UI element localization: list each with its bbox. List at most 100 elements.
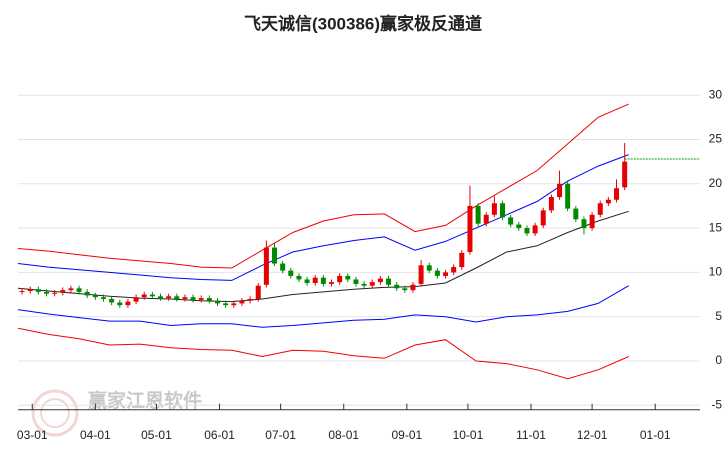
y-tick-label: -5: [711, 397, 722, 411]
x-tick-label: 04-01: [80, 428, 111, 442]
x-tick-label: 05-01: [141, 428, 172, 442]
candle-body: [35, 289, 41, 292]
candle-body: [27, 289, 33, 291]
candle-body: [149, 294, 155, 297]
candle-body: [475, 205, 481, 224]
candle-body: [60, 290, 66, 293]
candle-body: [182, 297, 188, 299]
candle-body: [206, 298, 212, 301]
candle-body: [263, 247, 269, 285]
y-tick-label: 20: [709, 176, 723, 190]
candle-body: [622, 161, 628, 188]
candle-body: [190, 297, 196, 300]
candle-body: [288, 270, 294, 276]
chart-title: 飞天诚信(300386)赢家极反通道: [244, 13, 482, 33]
candle-body: [198, 298, 204, 300]
x-tick-label: 09-01: [391, 428, 422, 442]
x-tick-label: 01-01: [640, 428, 671, 442]
candle-body: [117, 302, 123, 306]
y-tick-label: 0: [715, 353, 722, 367]
candle-body: [76, 288, 82, 292]
candle-body: [516, 224, 522, 229]
band-line: [17, 327, 629, 380]
candle-body: [304, 279, 310, 284]
candle-body: [84, 291, 90, 296]
candle-body: [377, 278, 383, 283]
watermark: 赢家江恩软件: [88, 389, 202, 412]
candle-body: [255, 285, 261, 299]
y-tick-label: 30: [709, 87, 723, 101]
candle-body: [345, 275, 351, 280]
candle-body: [44, 291, 50, 294]
candle-body: [459, 252, 465, 268]
y-tick-label: 5: [715, 309, 722, 323]
y-tick-label: 25: [709, 132, 723, 146]
candle-body: [402, 288, 408, 291]
candle-body: [312, 277, 318, 284]
candle-body: [581, 219, 587, 229]
x-tick-label: 03-01: [17, 428, 48, 442]
candle-body: [239, 300, 245, 304]
candle-body: [548, 197, 554, 211]
candle-body: [508, 217, 514, 225]
candle-body: [109, 298, 115, 303]
y-tick-label: 15: [709, 220, 723, 234]
candle-body: [337, 275, 343, 283]
candle-body: [215, 300, 221, 304]
candle-body: [540, 210, 546, 226]
candle-body: [589, 214, 595, 229]
candle-body: [386, 278, 392, 285]
x-tick-label: 08-01: [328, 428, 359, 442]
candle-body: [451, 267, 457, 273]
candle-body: [68, 288, 74, 291]
candle-body: [320, 277, 326, 284]
candle-body: [573, 208, 579, 220]
candle-body: [418, 265, 424, 284]
candle-body: [557, 183, 563, 198]
candle-body: [394, 284, 400, 289]
candle-body: [524, 228, 530, 234]
candle-body: [597, 203, 603, 215]
candle-body: [231, 303, 237, 306]
band-line: [17, 210, 629, 303]
candle-body: [133, 297, 139, 302]
candle-body: [296, 275, 302, 280]
band-line: [17, 285, 629, 328]
candle-body: [565, 183, 571, 209]
candle-body: [369, 282, 375, 286]
candle-body: [280, 263, 286, 271]
candle-body: [434, 270, 440, 276]
candle-body: [467, 205, 473, 253]
candle-body: [353, 279, 359, 284]
candle-body: [491, 203, 497, 215]
candle-body: [500, 203, 506, 218]
candle-body: [614, 188, 620, 200]
candle-body: [443, 272, 449, 276]
candle-body: [426, 265, 432, 271]
candle-body: [101, 297, 107, 299]
candle-body: [141, 294, 147, 298]
candle-body: [223, 303, 229, 306]
band-line: [17, 103, 629, 269]
candle-body: [605, 199, 611, 204]
x-tick-label: 07-01: [265, 428, 296, 442]
candle-body: [174, 296, 180, 299]
candle-body: [361, 283, 367, 286]
watermark-logo: [31, 389, 79, 437]
candle-body: [92, 295, 98, 298]
candle-body: [532, 225, 538, 234]
candle-body: [52, 292, 58, 294]
candle-body: [19, 290, 25, 292]
candle-body: [166, 296, 172, 299]
band-line: [17, 154, 629, 281]
candle-body: [483, 214, 489, 224]
candle-body: [125, 301, 131, 306]
x-tick-label: 10-01: [453, 428, 484, 442]
x-tick-label: 11-01: [516, 428, 546, 442]
candle-body: [329, 282, 335, 284]
y-tick-label: 10: [709, 265, 723, 279]
x-tick-label: 06-01: [204, 428, 235, 442]
candle-body: [247, 298, 253, 301]
